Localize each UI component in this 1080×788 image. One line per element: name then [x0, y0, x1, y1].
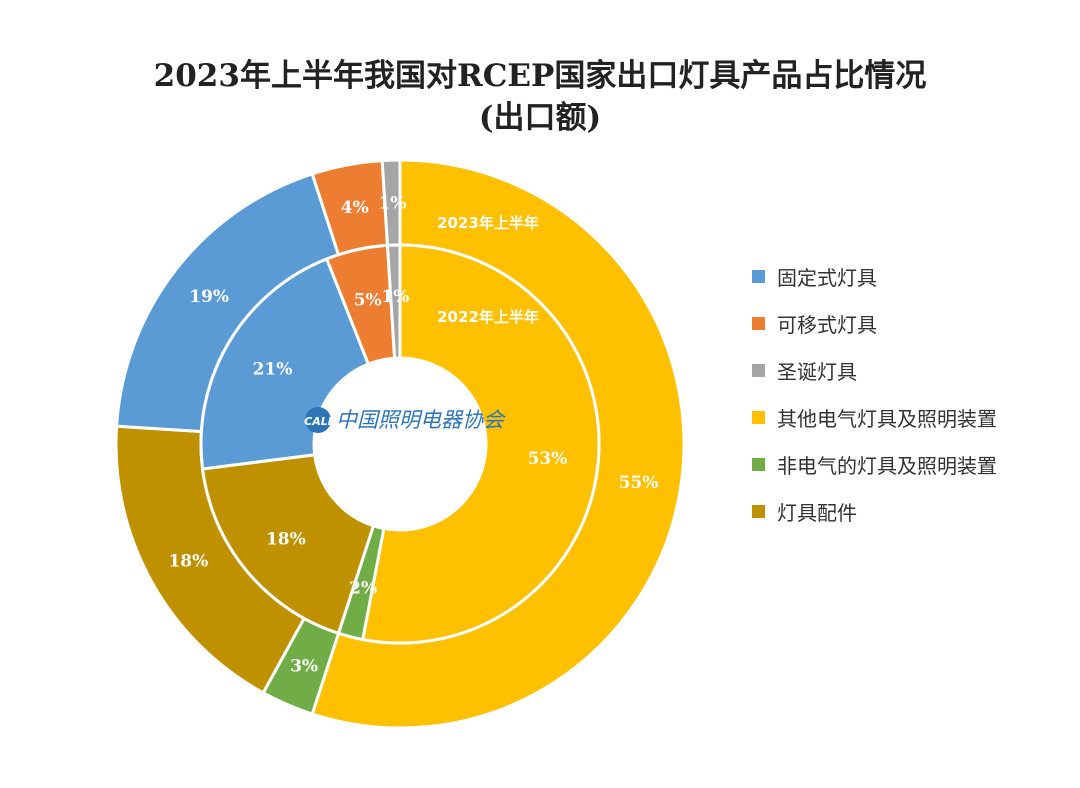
outer-ring-label-1: 4%: [341, 198, 369, 218]
legend-item: 固定式灯具: [752, 253, 997, 300]
legend: 固定式灯具 可移式灯具 圣诞灯具 其他电气灯具及照明装置 非电气的灯具及照明装置…: [752, 253, 997, 535]
legend-item: 灯具配件: [752, 488, 997, 535]
legend-swatch: [752, 505, 765, 518]
outer-ring-label-3: 55%: [619, 473, 659, 493]
inner-ring-label-0: 21%: [253, 360, 293, 380]
legend-item: 可移式灯具: [752, 300, 997, 347]
inner-ring-slice-2: [385, 243, 402, 360]
legend-label: 固定式灯具: [777, 266, 877, 290]
inner-ring-slice-3: [360, 243, 601, 645]
inner-ring-label-2: 1%: [381, 287, 409, 307]
outer-ring-label-0: 19%: [189, 287, 229, 307]
legend-item: 其他电气灯具及照明装置: [752, 394, 997, 441]
legend-item: 圣诞灯具: [752, 347, 997, 394]
inner-ring-label-4: 2%: [349, 578, 377, 598]
legend-swatch: [752, 411, 765, 424]
legend-label: 灯具配件: [777, 501, 857, 525]
chart-title: 2023年上半年我国对RCEP国家出口灯具产品占比情况: [153, 58, 927, 94]
legend-swatch: [752, 458, 765, 471]
inner-ring-label-3: 53%: [528, 449, 568, 469]
legend-label: 圣诞灯具: [777, 360, 857, 384]
outer-ring-label-5: 18%: [168, 551, 208, 571]
legend-label: 可移式灯具: [777, 313, 877, 337]
legend-label: 其他电气灯具及照明装置: [777, 407, 997, 431]
legend-swatch: [752, 317, 765, 330]
series-name-outer: 2023年上半年: [437, 214, 539, 232]
inner-ring-label-1: 5%: [354, 290, 382, 310]
inner-ring-slice-5: [200, 453, 376, 636]
association-logo-icon: [305, 407, 331, 433]
inner-ring-label-5: 18%: [266, 529, 306, 549]
series-name-inner: 2022年上半年: [437, 308, 539, 326]
outer-ring-label-4: 3%: [290, 657, 318, 677]
outer-ring-label-2: 1%: [378, 194, 406, 214]
legend-item: 非电气的灯具及照明装置: [752, 441, 997, 488]
watermark-logo-text: CALI: [304, 415, 332, 428]
legend-swatch: [752, 364, 765, 377]
legend-label: 非电气的灯具及照明装置: [777, 454, 997, 478]
watermark-text: 中国照明电器协会: [336, 408, 506, 432]
legend-swatch: [752, 270, 765, 283]
chart-subtitle: (出口额): [478, 100, 602, 136]
